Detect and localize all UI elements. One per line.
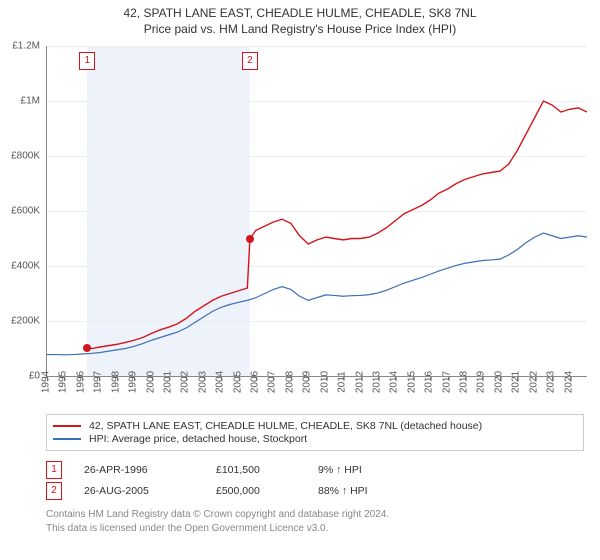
sale-date: 26-AUG-2005 [84,485,194,497]
x-tick-label: 2002 [180,371,191,393]
x-tick-label: 2021 [511,371,522,393]
x-tick-label: 2022 [528,371,539,393]
x-tick-label: 2005 [232,371,243,393]
x-tick-label: 1998 [110,371,121,393]
x-tick-label: 2009 [302,371,313,393]
legend-swatch [53,438,81,440]
sale-marker-flag: 2 [242,52,258,70]
legend-row: 42, SPATH LANE EAST, CHEADLE HULME, CHEA… [53,420,577,432]
legend-swatch [53,425,81,427]
x-tick-label: 2023 [546,371,557,393]
sale-date: 26-APR-1996 [84,464,194,476]
x-tick-label: 2007 [267,371,278,393]
title-line1: 42, SPATH LANE EAST, CHEADLE HULME, CHEA… [0,6,600,20]
x-tick-label: 2004 [215,371,226,393]
legend-label: HPI: Average price, detached house, Stoc… [89,433,307,445]
x-tick-label: 2008 [284,371,295,393]
x-tick-label: 2020 [493,371,504,393]
y-tick-label: £0 [0,371,40,382]
x-tick-label: 2003 [197,371,208,393]
x-tick-label: 2001 [162,371,173,393]
x-tick-label: 1997 [93,371,104,393]
y-tick-label: £1M [0,96,40,107]
sale-price: £101,500 [216,464,296,476]
x-tick-label: 2000 [145,371,156,393]
y-tick-label: £600K [0,206,40,217]
sale-point-icon [246,235,254,243]
y-tick-label: £800K [0,151,40,162]
x-tick-label: 1999 [128,371,139,393]
title-area: 42, SPATH LANE EAST, CHEADLE HULME, CHEA… [0,0,600,38]
title-line2: Price paid vs. HM Land Registry's House … [0,22,600,36]
chart: 12 £0£200K£400K£600K£800K£1M£1.2M 199419… [46,46,586,376]
x-tick-label: 1994 [41,371,52,393]
chart-container: 42, SPATH LANE EAST, CHEADLE HULME, CHEA… [0,0,600,560]
x-tick-label: 2014 [389,371,400,393]
footer-line2: This data is licensed under the Open Gov… [46,522,584,536]
footer-line1: Contains HM Land Registry data © Crown c… [46,508,584,522]
legend-label: 42, SPATH LANE EAST, CHEADLE HULME, CHEA… [89,420,482,432]
x-tick-label: 2015 [406,371,417,393]
series-hpi [47,233,587,355]
x-tick-label: 2013 [371,371,382,393]
line-series-svg [47,46,587,376]
x-tick-label: 2016 [424,371,435,393]
x-tick-label: 2024 [563,371,574,393]
sale-row: 2 26-AUG-2005 £500,000 88% ↑ HPI [46,482,584,500]
sale-price: £500,000 [216,485,296,497]
y-tick-label: £400K [0,261,40,272]
y-tick-label: £1.2M [0,41,40,52]
sale-point-icon [83,344,91,352]
x-tick-label: 2010 [319,371,330,393]
sale-row: 1 26-APR-1996 £101,500 9% ↑ HPI [46,461,584,479]
sales-table: 1 26-APR-1996 £101,500 9% ↑ HPI 2 26-AUG… [46,458,584,503]
x-tick-label: 2011 [337,371,348,393]
legend-row: HPI: Average price, detached house, Stoc… [53,433,577,445]
series-property [87,101,587,349]
x-tick-label: 2006 [250,371,261,393]
plot-area: 12 [46,46,587,377]
legend: 42, SPATH LANE EAST, CHEADLE HULME, CHEA… [46,414,584,451]
y-tick-label: £200K [0,316,40,327]
sale-pct: 88% ↑ HPI [318,485,418,497]
x-tick-label: 1996 [75,371,86,393]
sale-marker-icon: 1 [46,461,62,479]
sale-pct: 9% ↑ HPI [318,464,418,476]
x-tick-label: 2018 [459,371,470,393]
footer: Contains HM Land Registry data © Crown c… [46,508,584,535]
x-tick-label: 2019 [476,371,487,393]
x-tick-label: 1995 [58,371,69,393]
x-tick-label: 2012 [354,371,365,393]
sale-marker-flag: 1 [79,52,95,70]
sale-marker-icon: 2 [46,482,62,500]
x-tick-label: 2017 [441,371,452,393]
